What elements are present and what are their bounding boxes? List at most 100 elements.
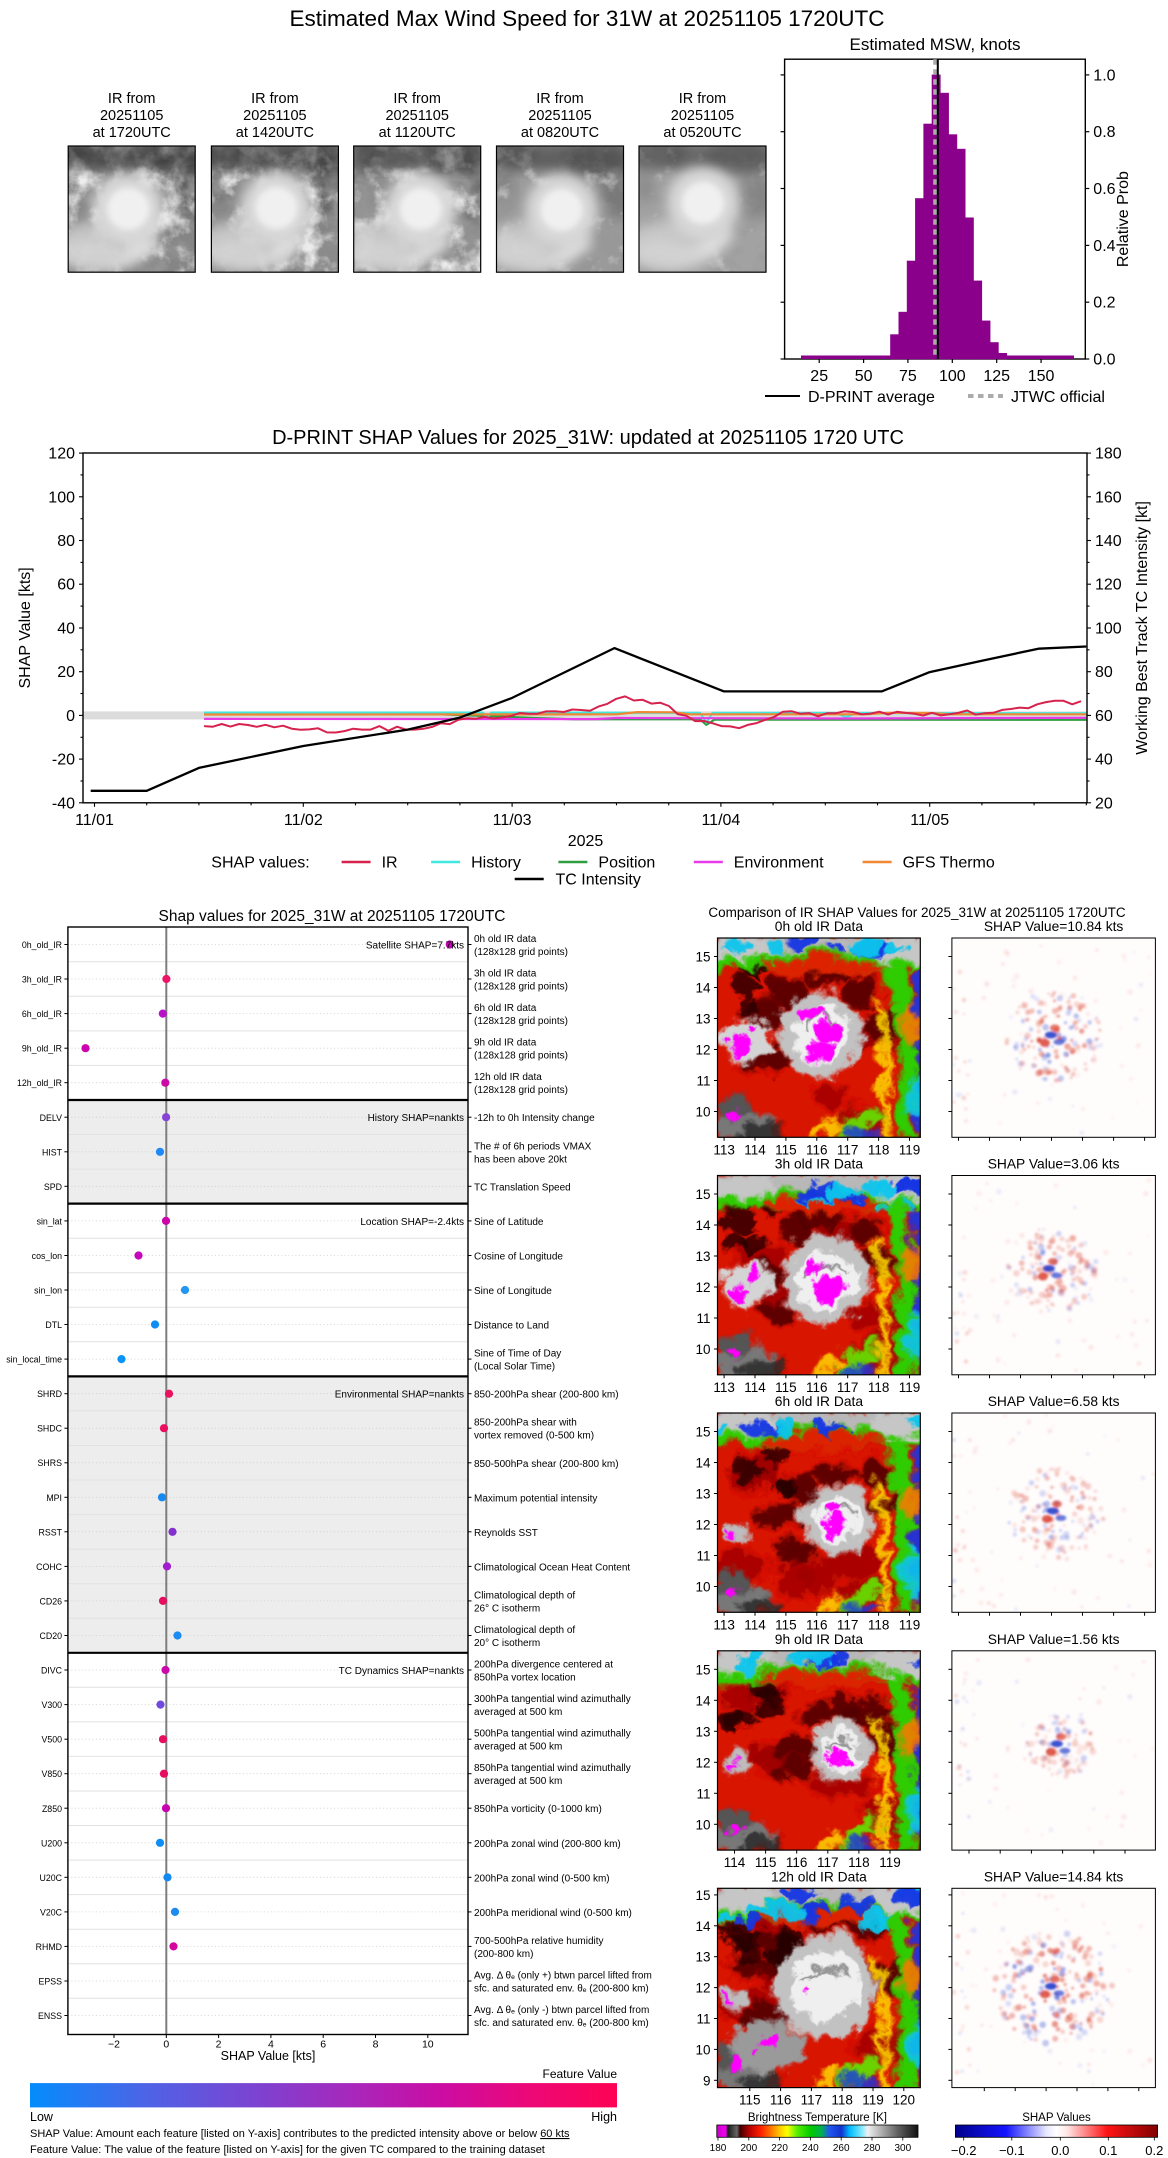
svg-text:120: 120 xyxy=(893,2093,916,2108)
svg-text:700-500hPa relative humidity: 700-500hPa relative humidity xyxy=(474,1936,604,1947)
svg-text:10: 10 xyxy=(422,2039,434,2051)
svg-text:20251105: 20251105 xyxy=(100,108,163,124)
svg-text:11/01: 11/01 xyxy=(75,812,114,829)
svg-text:100: 100 xyxy=(1095,621,1122,638)
svg-text:at 0520UTC: at 0520UTC xyxy=(663,125,741,141)
svg-text:11/02: 11/02 xyxy=(284,812,323,829)
svg-text:117: 117 xyxy=(837,1617,859,1632)
svg-text:15: 15 xyxy=(695,1888,710,1903)
svg-text:6h old IR data: 6h old IR data xyxy=(474,1003,537,1014)
svg-text:−0.2: −0.2 xyxy=(951,2143,977,2158)
svg-text:100: 100 xyxy=(939,368,966,385)
svg-text:CD20: CD20 xyxy=(40,1631,63,1641)
svg-text:0.2: 0.2 xyxy=(1145,2143,1163,2158)
svg-text:117: 117 xyxy=(837,1142,859,1157)
svg-text:11: 11 xyxy=(696,2012,710,2027)
svg-text:114: 114 xyxy=(744,1380,766,1395)
svg-text:75: 75 xyxy=(899,368,917,385)
svg-text:U20C: U20C xyxy=(40,1873,63,1883)
svg-text:20° C isotherm: 20° C isotherm xyxy=(474,1638,540,1649)
svg-text:180: 180 xyxy=(710,2143,727,2154)
svg-text:20251105: 20251105 xyxy=(243,108,306,124)
svg-text:sfc. and saturated env. θₑ (20: sfc. and saturated env. θₑ (200-800 km) xyxy=(474,1984,649,1995)
svg-text:117: 117 xyxy=(837,1380,859,1395)
svg-text:14: 14 xyxy=(695,1218,711,1233)
svg-text:12h_old_IR: 12h_old_IR xyxy=(17,1078,62,1088)
svg-text:(128x128 grid points): (128x128 grid points) xyxy=(474,1085,568,1096)
svg-text:12: 12 xyxy=(695,1755,710,1770)
svg-text:at 0820UTC: at 0820UTC xyxy=(521,125,599,141)
svg-text:History SHAP=nankts: History SHAP=nankts xyxy=(368,1113,464,1124)
svg-text:3h_old_IR: 3h_old_IR xyxy=(22,975,62,985)
svg-text:9h_old_IR: 9h_old_IR xyxy=(22,1044,62,1054)
svg-text:DELV: DELV xyxy=(40,1113,62,1123)
svg-text:118: 118 xyxy=(868,1617,890,1632)
svg-text:Climatological Ocean Heat Cont: Climatological Ocean Heat Content xyxy=(474,1562,630,1573)
svg-text:0.8: 0.8 xyxy=(1093,124,1115,141)
svg-text:at 1420UTC: at 1420UTC xyxy=(236,125,314,141)
svg-text:DIVC: DIVC xyxy=(41,1666,63,1676)
svg-text:(128x128 grid points): (128x128 grid points) xyxy=(474,982,568,993)
svg-text:114: 114 xyxy=(744,1142,766,1157)
svg-text:15: 15 xyxy=(695,950,710,965)
svg-text:120: 120 xyxy=(48,446,75,463)
svg-text:117: 117 xyxy=(817,1855,839,1870)
svg-text:26° C isotherm: 26° C isotherm xyxy=(474,1603,540,1614)
svg-text:Climatological depth of: Climatological depth of xyxy=(474,1625,575,1636)
svg-text:averaged at 500 km: averaged at 500 km xyxy=(474,1776,562,1787)
svg-text:6h_old_IR: 6h_old_IR xyxy=(22,1009,62,1019)
svg-text:TC Intensity: TC Intensity xyxy=(556,872,641,889)
svg-text:11/03: 11/03 xyxy=(493,812,532,829)
svg-text:120: 120 xyxy=(1095,577,1122,594)
svg-text:14: 14 xyxy=(695,1919,711,1934)
svg-text:0.0: 0.0 xyxy=(1051,2143,1069,2158)
svg-text:119: 119 xyxy=(879,1855,901,1870)
svg-text:JTWC official: JTWC official xyxy=(1011,389,1105,406)
svg-text:MPI: MPI xyxy=(46,1493,62,1503)
svg-text:IR: IR xyxy=(382,855,398,872)
svg-text:sin_lat: sin_lat xyxy=(37,1216,63,1226)
svg-text:(128x128 grid points): (128x128 grid points) xyxy=(474,1016,568,1027)
svg-text:Comparison of IR SHAP Values f: Comparison of IR SHAP Values for 2025_31… xyxy=(708,905,1125,920)
svg-text:V850: V850 xyxy=(41,1769,62,1779)
svg-text:0.1: 0.1 xyxy=(1099,2143,1117,2158)
svg-text:115: 115 xyxy=(755,1855,777,1870)
svg-text:Reynolds SST: Reynolds SST xyxy=(474,1528,538,1539)
svg-text:11/05: 11/05 xyxy=(910,812,949,829)
svg-text:11: 11 xyxy=(696,1074,710,1089)
svg-text:850-500hPa shear (200-800 km): 850-500hPa shear (200-800 km) xyxy=(474,1459,619,1470)
svg-text:averaged at 500 km: averaged at 500 km xyxy=(474,1742,562,1753)
svg-text:115: 115 xyxy=(775,1142,797,1157)
svg-text:113: 113 xyxy=(713,1380,735,1395)
svg-text:U200: U200 xyxy=(41,1838,62,1848)
svg-text:14: 14 xyxy=(695,1456,711,1471)
svg-text:-12h to 0h Intensity change: -12h to 0h Intensity change xyxy=(474,1113,595,1124)
svg-text:115: 115 xyxy=(775,1380,797,1395)
svg-text:Avg. Δ θₑ (only +) btwn parcel: Avg. Δ θₑ (only +) btwn parcel lifted fr… xyxy=(474,1971,652,1982)
svg-text:13: 13 xyxy=(695,1012,710,1027)
svg-text:(128x128 grid points): (128x128 grid points) xyxy=(474,1051,568,1062)
svg-text:TC Translation Speed: TC Translation Speed xyxy=(474,1182,571,1193)
svg-text:114: 114 xyxy=(724,1855,746,1870)
svg-text:TC Dynamics SHAP=nankts: TC Dynamics SHAP=nankts xyxy=(339,1666,464,1677)
svg-text:13: 13 xyxy=(695,1249,710,1264)
svg-text:SHAP Value [kts]: SHAP Value [kts] xyxy=(17,567,34,688)
svg-text:0h_old_IR: 0h_old_IR xyxy=(22,940,62,950)
svg-text:200hPa meridional wind (0-500: 200hPa meridional wind (0-500 km) xyxy=(474,1908,632,1919)
svg-text:vortex removed (0-500 km): vortex removed (0-500 km) xyxy=(474,1431,594,1442)
svg-text:100: 100 xyxy=(48,489,75,506)
svg-text:20251105: 20251105 xyxy=(528,108,591,124)
svg-text:IR from: IR from xyxy=(251,91,299,107)
svg-text:COHC: COHC xyxy=(36,1562,63,1572)
svg-text:1.0: 1.0 xyxy=(1093,67,1115,84)
svg-text:Low: Low xyxy=(30,2110,54,2124)
svg-text:117: 117 xyxy=(801,2093,823,2108)
svg-text:RSST: RSST xyxy=(39,1527,63,1537)
svg-text:119: 119 xyxy=(899,1142,921,1157)
svg-text:150: 150 xyxy=(1028,368,1055,385)
svg-text:9: 9 xyxy=(703,2073,711,2088)
svg-text:at 1120UTC: at 1120UTC xyxy=(379,125,456,141)
svg-text:Sine of Time of Day: Sine of Time of Day xyxy=(474,1349,561,1360)
svg-text:40: 40 xyxy=(1095,752,1113,769)
svg-text:0.4: 0.4 xyxy=(1093,238,1115,255)
